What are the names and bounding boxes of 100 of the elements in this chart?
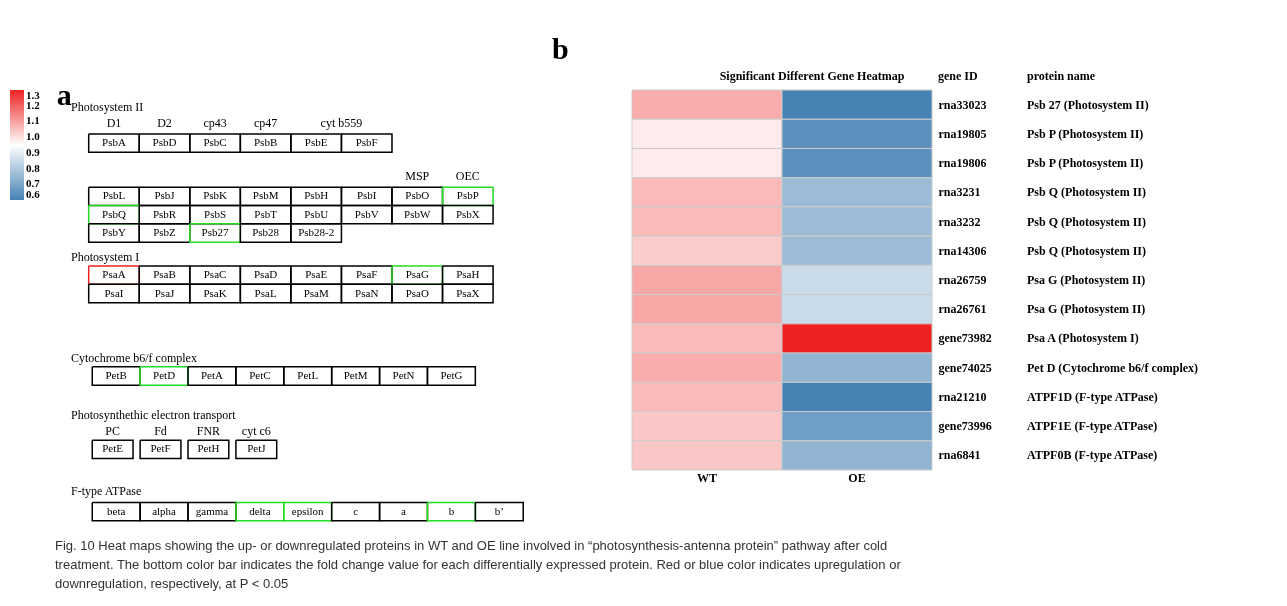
- y-tick-label: rna21210: [938, 389, 987, 404]
- color-bar-label: 1.2: [26, 98, 41, 111]
- text: PsbF: [355, 136, 378, 149]
- y2-tick-label: Psb P (Photosystem II): [1027, 126, 1144, 141]
- text: PetN: [392, 369, 415, 381]
- y2-tick-label: Psa G (Photosystem II): [1027, 273, 1146, 287]
- text: cp43: [203, 116, 227, 130]
- text: PetE: [102, 442, 124, 455]
- text: PC: [105, 424, 120, 438]
- text: cp47: [253, 116, 278, 130]
- text: PsbI: [356, 189, 377, 202]
- caption: Fig. 10 Heat maps showing the up- or downregulated proteins in WT and OE line involved in “photosynthesis-antenna protein” pathway after cold treatment. The bottom color bar indicates the fold change value for each differentially expressed protein. Red or blue color indicates upregulation or downregulation, respectively, at P < 0.05: [55, 538, 902, 591]
- text: PetL: [297, 369, 319, 381]
- text: b: [448, 504, 455, 517]
- text: PetA: [200, 369, 224, 381]
- y-tick-label: rna3232: [938, 214, 981, 229]
- text: PsaL: [254, 286, 277, 299]
- text: PsbX: [455, 207, 480, 220]
- y-tick-label: rna33023: [938, 97, 987, 112]
- text: PetB: [105, 369, 127, 381]
- text: b’: [494, 504, 504, 517]
- text: D1: [106, 116, 122, 130]
- text: D2: [157, 116, 172, 130]
- y-tick-label: rna3231: [938, 185, 981, 200]
- text: PsaH: [456, 268, 480, 281]
- text: Photosystem II: [70, 99, 144, 114]
- text: a: [56, 77, 72, 111]
- text: PsbA: [102, 136, 126, 149]
- text: PsbB: [253, 136, 278, 149]
- text: PsbL: [102, 189, 126, 202]
- text: PsaC: [203, 268, 227, 281]
- text: gene ID: [938, 69, 978, 83]
- y2-tick-label: Psb Q (Photosystem II): [1027, 214, 1146, 229]
- text: PsbP: [456, 189, 479, 202]
- text: PsbC: [203, 136, 227, 149]
- y2-tick-label: Psa G (Photosystem II): [1027, 302, 1146, 317]
- text: PetG: [440, 369, 463, 381]
- text: Psb28: [252, 226, 280, 238]
- color-bar-label: 0.8: [26, 161, 41, 174]
- text: PetH: [197, 442, 220, 455]
- text: alpha: [152, 504, 177, 517]
- text: PetJ: [247, 442, 267, 455]
- text: PsbR: [152, 207, 177, 220]
- text: MSP: [405, 169, 430, 184]
- y2-tick-label: Psb P (Photosystem II): [1027, 156, 1144, 171]
- color-bar-label: 1.3: [26, 89, 41, 101]
- y-tick-label: rna19805: [938, 126, 987, 141]
- text: beta: [107, 504, 126, 517]
- y2-tick-label: ATPF1D (F-type ATPase): [1027, 389, 1158, 404]
- text: Psb27: [201, 226, 230, 238]
- text: PsbT: [254, 207, 278, 220]
- text: PsbJ: [154, 189, 176, 202]
- text: Psb28-2: [298, 226, 335, 238]
- text: epsilon: [291, 504, 325, 517]
- text: PsbD: [152, 136, 177, 149]
- text: PsaI: [104, 286, 124, 299]
- y2-tick-label: Psb 27 (Photosystem II): [1027, 97, 1149, 112]
- y2-tick-label: Pet D (Cytochrome b6/f complex): [1027, 360, 1199, 375]
- text: Photosystem I: [70, 249, 140, 264]
- y-tick-label: rna19806: [938, 156, 987, 171]
- text: PsaE: [305, 268, 328, 281]
- text: PsaM: [303, 286, 329, 299]
- text: c: [353, 504, 359, 517]
- text: PsaJ: [154, 286, 176, 299]
- y-tick-label: rna6841: [938, 448, 981, 463]
- y2-tick-label: Psb Q (Photosystem II): [1027, 243, 1146, 258]
- y-tick-label: rna14306: [938, 243, 987, 258]
- text: PsbY: [102, 226, 126, 238]
- text: PsbE: [304, 136, 328, 149]
- y-tick-label: gene74025: [938, 360, 992, 375]
- text: PsbM: [252, 189, 279, 202]
- text: PsaD: [254, 268, 278, 281]
- chart-title: Significant Different Gene Heatmap: [719, 69, 905, 83]
- text: Cytochrome b6/f complex: [70, 350, 197, 365]
- text: gamma: [195, 504, 229, 517]
- text: cyt b559: [320, 116, 363, 130]
- color-bar-label: 0.7: [26, 177, 41, 190]
- y-tick-label: gene73996: [938, 419, 992, 434]
- text: PsbK: [203, 189, 228, 202]
- y2-tick-label: ATPF0B (F-type ATPase): [1027, 448, 1158, 463]
- color-bar-label: 0.6: [26, 188, 41, 200]
- x-tick-label: OE: [848, 470, 866, 485]
- color-bar-label: 1.0: [26, 130, 41, 143]
- text: PetD: [153, 369, 176, 381]
- text: OEC: [455, 169, 480, 184]
- text: PsaK: [203, 286, 227, 299]
- x-tick-label: WT: [696, 470, 718, 485]
- text: PsaN: [355, 286, 379, 299]
- text: PsbW: [404, 207, 432, 220]
- text: PsaX: [456, 286, 480, 299]
- text: PsaO: [405, 286, 429, 299]
- text: PetC: [249, 369, 271, 381]
- y2-tick-label: Psb Q (Photosystem II): [1027, 185, 1146, 200]
- text: PsbZ: [153, 226, 177, 238]
- text: PsaB: [153, 268, 176, 281]
- text: F-type ATPase: [70, 483, 142, 498]
- text: delta: [249, 504, 271, 517]
- text: Fd: [154, 424, 167, 438]
- y2-tick-label: ATPF1E (F-type ATPase): [1027, 419, 1158, 434]
- text: a: [401, 504, 407, 517]
